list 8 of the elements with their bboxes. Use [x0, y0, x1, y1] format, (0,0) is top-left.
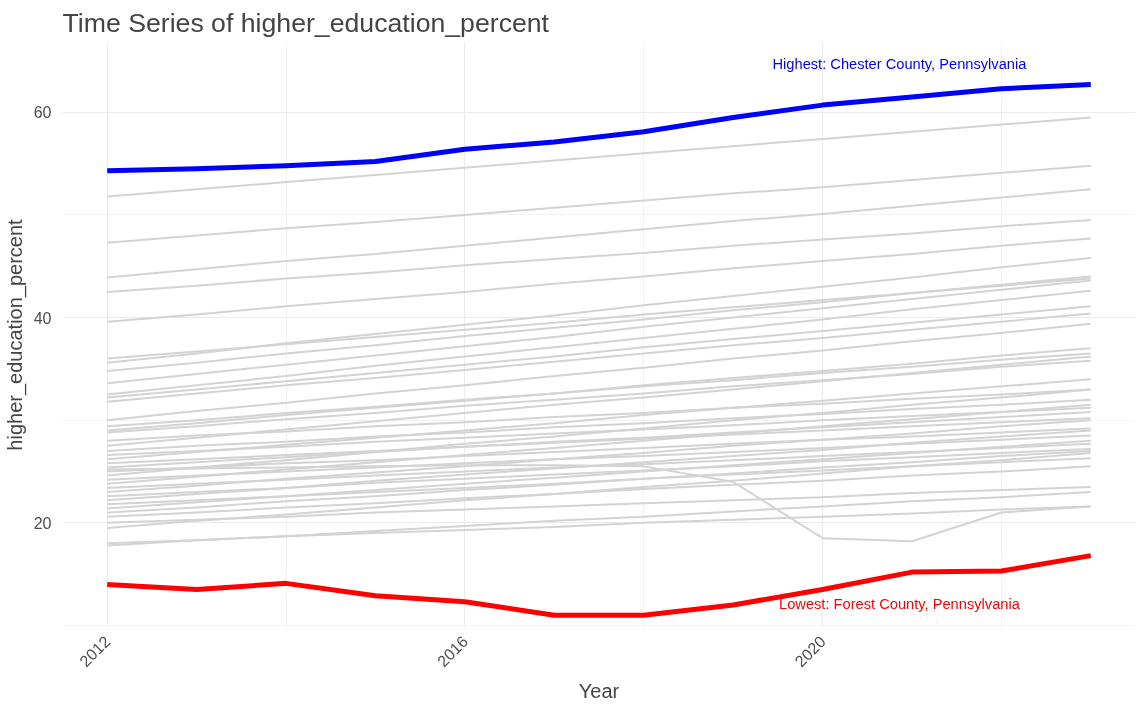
y-tick-label: 20: [33, 514, 52, 532]
annotation: Highest: Chester County, Pennsylvania: [772, 56, 1028, 73]
y-tick-label: 60: [33, 104, 52, 122]
y-axis-title: higher_education_percent: [3, 218, 27, 451]
y-tick-label: 40: [33, 309, 52, 327]
x-axis-title: Year: [578, 680, 620, 703]
annotation: Lowest: Forest County, Pennsylvania: [779, 595, 1021, 612]
chart-title: Time Series of higher_education_percent: [62, 7, 550, 38]
